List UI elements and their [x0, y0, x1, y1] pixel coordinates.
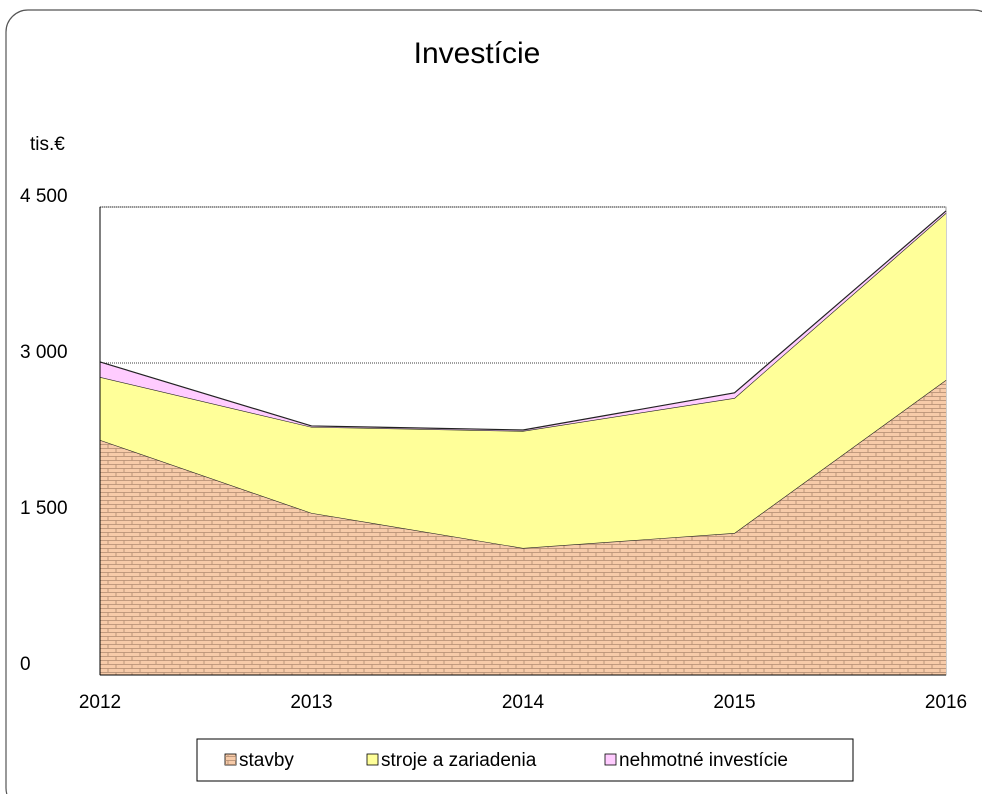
legend-label: nehmotné investície: [619, 750, 788, 771]
legend-label: stavby: [239, 750, 294, 771]
legend-label: stroje a zariadenia: [381, 750, 537, 771]
x-tick-label: 2014: [502, 692, 545, 713]
area: [100, 213, 946, 549]
legend-swatch-pattern: [225, 754, 236, 765]
x-tick-label: 2016: [925, 692, 967, 713]
area-pattern: [100, 379, 946, 675]
y-tick-label: 4 500: [20, 186, 68, 207]
y-tick-label: 0: [20, 654, 31, 675]
legend-swatch: [604, 753, 617, 766]
area-edge: [99, 210, 947, 431]
x-tick-label: 2015: [713, 692, 755, 713]
legend-swatch: [366, 753, 379, 766]
x-tick-label: 2012: [79, 692, 121, 713]
x-tick-label: 2013: [290, 692, 332, 713]
y-tick-label: 1 500: [20, 498, 68, 519]
y-axis-label: tis.€: [30, 134, 65, 155]
y-tick-label: 3 000: [20, 342, 68, 363]
chart-title: Investície: [414, 37, 541, 70]
legend: [196, 738, 854, 782]
